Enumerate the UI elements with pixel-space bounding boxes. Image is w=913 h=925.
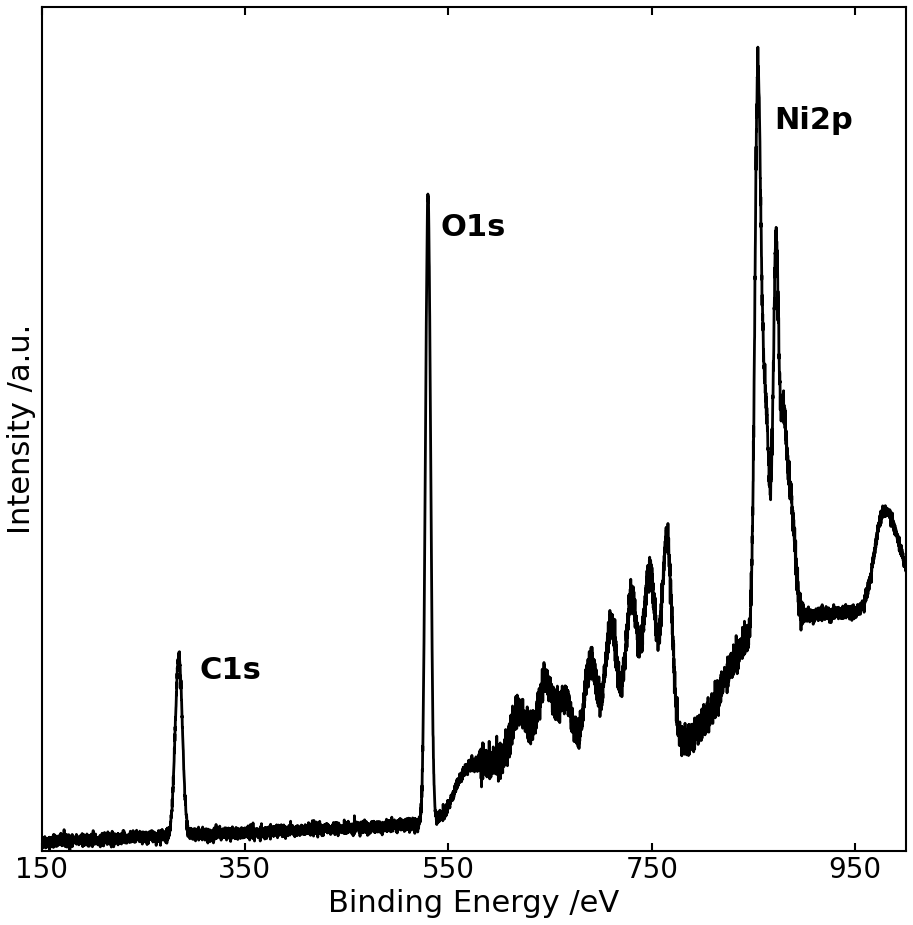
Text: Ni2p: Ni2p bbox=[774, 105, 853, 135]
Text: C1s: C1s bbox=[199, 656, 261, 685]
Text: O1s: O1s bbox=[440, 213, 506, 241]
X-axis label: Binding Energy /eV: Binding Energy /eV bbox=[328, 889, 619, 918]
Y-axis label: Intensity /a.u.: Intensity /a.u. bbox=[7, 324, 36, 534]
